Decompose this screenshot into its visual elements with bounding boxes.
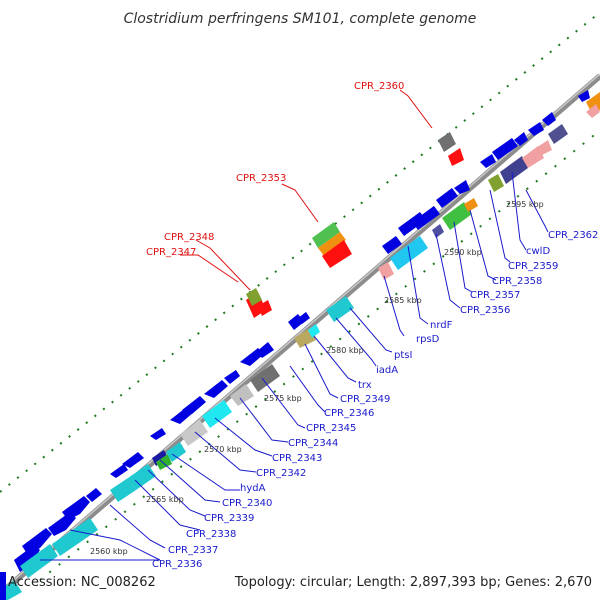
gene-arrow — [436, 188, 458, 208]
gene-arrow — [224, 370, 240, 384]
gene-arrow — [542, 112, 556, 126]
inner-gene-track — [0, 104, 600, 600]
gene-label[interactable]: cwlD — [526, 246, 550, 257]
gene-arrow — [528, 122, 544, 136]
outer-tick-track — [0, 13, 599, 493]
accession-label: Accession: NC_008262 — [8, 575, 156, 590]
gene-arrow — [62, 496, 90, 520]
gene-arrow — [578, 90, 590, 102]
gene-block — [378, 262, 394, 280]
gene-block — [230, 384, 254, 406]
gene-block — [180, 420, 208, 446]
gene-block — [156, 454, 172, 470]
gene-label[interactable]: CPR_2338 — [186, 529, 236, 540]
leader-lines — [40, 89, 549, 561]
gene-block — [20, 544, 58, 578]
tick-label: 2585 kbp — [384, 296, 422, 305]
gene-arrow — [204, 380, 228, 398]
outer-gene-track — [14, 90, 600, 572]
tick-label: 2590 kbp — [444, 248, 482, 257]
gene-CPR_2360 — [438, 132, 456, 152]
gene-label[interactable]: CPR_2356 — [460, 305, 510, 316]
gene-label[interactable]: iadA — [376, 365, 398, 376]
gene-label[interactable]: CPR_2358 — [492, 276, 542, 287]
gene-label[interactable]: rpsD — [416, 334, 440, 345]
gene-arrow — [86, 488, 102, 502]
tick-label: 2575 kbp — [264, 394, 302, 403]
genome-backbone-highlight — [0, 73, 600, 593]
gene-CPR_2360b — [448, 148, 464, 166]
gene-label-red[interactable]: CPR_2348 — [164, 232, 214, 243]
gene-label[interactable]: CPR_2359 — [508, 261, 558, 272]
gene-label[interactable]: CPR_2343 — [272, 453, 322, 464]
gene-block — [464, 198, 478, 212]
gene-label[interactable]: CPR_2346 — [324, 408, 374, 419]
corner-marker — [0, 572, 6, 600]
gene-CPR_2353b — [318, 232, 346, 256]
gene-block — [166, 442, 186, 462]
gene-block — [308, 324, 320, 338]
tick-label: 2580 kbp — [326, 346, 364, 355]
gene-arrow — [110, 464, 128, 478]
gene-label-red[interactable]: CPR_2347 — [146, 247, 196, 258]
gene-arrow — [382, 236, 402, 254]
gene-block — [536, 140, 552, 156]
gene-label[interactable]: CPR_2339 — [204, 513, 254, 524]
gene-label[interactable]: CPR_2349 — [340, 394, 390, 405]
gene-arrow — [426, 206, 436, 218]
highlighted-genes — [246, 132, 464, 318]
gene-block — [432, 224, 444, 238]
gene-block — [110, 478, 136, 502]
gene-label[interactable]: ptsI — [394, 350, 412, 361]
gene-arrow — [182, 396, 206, 414]
gene-block — [442, 202, 472, 230]
gene-arrow — [454, 180, 470, 194]
gene-block — [488, 174, 504, 192]
gene-block — [326, 296, 354, 322]
tick-label: 2560 kbp — [90, 547, 128, 556]
highlighted-gene-labels: CPR_2347 CPR_2348 CPR_2353 CPR_2360 — [146, 81, 404, 258]
map-title: Clostridium perfringens SM101, complete … — [124, 11, 477, 27]
tick-label: 2595 kbp — [506, 200, 544, 209]
gene-label[interactable]: nrdF — [430, 320, 453, 331]
gene-CPR_2347b — [258, 300, 272, 316]
gene-CPR_2353 — [312, 222, 340, 248]
gene-arrow — [256, 342, 274, 358]
gene-label[interactable]: CPR_2337 — [168, 545, 218, 556]
gene-block — [548, 124, 568, 144]
gene-label[interactable]: CPR_2345 — [306, 423, 356, 434]
gene-block — [586, 104, 600, 118]
gene-CPR_2353c — [322, 240, 352, 268]
gene-arrow — [480, 154, 496, 168]
kbp-ticks: 2560 kbp 2565 kbp 2570 kbp 2575 kbp 2580… — [90, 200, 544, 556]
gene-block — [202, 400, 232, 428]
gene-label[interactable]: CPR_2344 — [288, 438, 338, 449]
gene-block — [500, 156, 528, 184]
gene-arrow — [298, 312, 310, 324]
gene-block — [250, 364, 280, 392]
gene-label[interactable]: trx — [358, 380, 372, 391]
gene-label[interactable]: CPR_2362 — [548, 230, 598, 241]
gene-arrow — [150, 428, 166, 440]
gene-label[interactable]: CPR_2357 — [470, 290, 520, 301]
gene-labels: CPR_2336 CPR_2337 CPR_2338 CPR_2339 CPR_… — [152, 230, 598, 570]
gene-arrow — [22, 528, 52, 555]
gene-label-red[interactable]: CPR_2353 — [236, 173, 286, 184]
tick-label: 2565 kbp — [146, 495, 184, 504]
gene-label-red[interactable]: CPR_2360 — [354, 81, 404, 92]
gene-arrow — [122, 452, 144, 468]
gene-arrow — [514, 132, 528, 146]
gene-CPR_2348 — [246, 288, 262, 306]
gene-block — [52, 518, 98, 556]
gene-label[interactable]: CPR_2342 — [256, 468, 306, 479]
gene-arrow — [492, 138, 518, 160]
gene-label[interactable]: CPR_2336 — [152, 559, 202, 570]
gene-label[interactable]: hydA — [240, 483, 266, 494]
genome-summary: Topology: circular; Length: 2,897,393 bp… — [234, 575, 592, 590]
gene-label[interactable]: CPR_2340 — [222, 498, 272, 509]
tick-label: 2570 kbp — [204, 445, 242, 454]
